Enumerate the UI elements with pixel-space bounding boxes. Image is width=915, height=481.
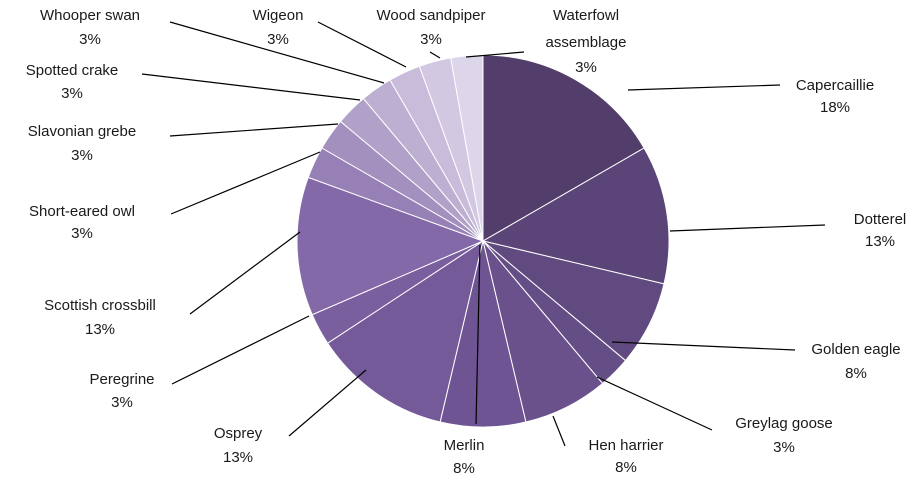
slices-layer bbox=[296, 54, 670, 428]
slice-label-capercaillie: Capercaillie bbox=[796, 77, 874, 94]
slice-label-greylag-goose: Greylag goose bbox=[735, 415, 833, 432]
leader-line-osprey bbox=[288, 369, 367, 437]
slice-percent-hen-harrier: 8% bbox=[615, 459, 637, 476]
slice-percent-wood-sandpiper: 3% bbox=[420, 31, 442, 48]
leader-line-scottish-crossbill bbox=[189, 231, 301, 315]
leader-line-golden-eagle bbox=[611, 341, 796, 351]
leader-line-whooper-swan bbox=[169, 21, 385, 84]
slice-label-scottish-crossbill: Scottish crossbill bbox=[44, 297, 156, 314]
slice-label-golden-eagle: Golden eagle bbox=[811, 341, 900, 358]
slice-label-osprey: Osprey bbox=[214, 425, 263, 442]
slice-percent-merlin: 8% bbox=[453, 460, 475, 477]
slice-percent-spotted-crake: 3% bbox=[61, 85, 83, 102]
slice-label-slavonian-grebe: Slavonian grebe bbox=[28, 123, 136, 140]
pie-slice-osprey bbox=[326, 239, 484, 423]
labels-layer: Capercaillie 18% Dotterel 13% Golden eagle 8%… bbox=[26, 7, 907, 477]
leader-line-hen-harrier bbox=[552, 415, 566, 447]
leader-line-peregrine bbox=[171, 315, 310, 385]
slice-percent-whooper-swan: 3% bbox=[79, 31, 101, 48]
slice-label-waterfowl-assemblage-line1: Waterfowl bbox=[553, 7, 619, 24]
slice-label-dotterel: Dotterel bbox=[854, 211, 907, 228]
slice-label-short-eared-owl: Short-eared owl bbox=[29, 203, 135, 220]
slice-percent-wigeon: 3% bbox=[267, 31, 289, 48]
leader-line-dotterel bbox=[669, 224, 826, 232]
slice-percent-greylag-goose: 3% bbox=[773, 439, 795, 456]
pie-slice-scottish-crossbill bbox=[296, 176, 485, 316]
slice-percent-dotterel: 13% bbox=[865, 233, 895, 250]
slice-percent-golden-eagle: 8% bbox=[845, 365, 867, 382]
slice-percent-waterfowl-assemblage: 3% bbox=[575, 59, 597, 76]
slice-percent-capercaillie: 18% bbox=[820, 99, 850, 116]
leader-line-spotted-crake bbox=[141, 73, 361, 101]
slice-label-whooper-swan: Whooper swan bbox=[40, 7, 140, 24]
leader-line-greylag-goose bbox=[596, 376, 713, 431]
slice-label-merlin: Merlin bbox=[444, 437, 485, 454]
leader-lines-layer bbox=[141, 21, 826, 447]
slice-percent-osprey: 13% bbox=[223, 449, 253, 466]
leader-line-waterfowl-assemblage bbox=[465, 51, 525, 58]
slice-label-wood-sandpiper: Wood sandpiper bbox=[377, 7, 486, 24]
leader-line-slavonian-grebe bbox=[169, 123, 339, 137]
leader-line-wood-sandpiper bbox=[429, 51, 441, 59]
leader-line-wigeon bbox=[317, 21, 407, 68]
slice-label-hen-harrier: Hen harrier bbox=[588, 437, 663, 454]
leader-line-short-eared-owl bbox=[170, 151, 321, 215]
slice-percent-short-eared-owl: 3% bbox=[71, 225, 93, 242]
slice-percent-peregrine: 3% bbox=[111, 394, 133, 411]
slice-percent-slavonian-grebe: 3% bbox=[71, 147, 93, 164]
slice-label-spotted-crake: Spotted crake bbox=[26, 62, 119, 79]
leader-line-capercaillie bbox=[627, 84, 781, 91]
slice-label-wigeon: Wigeon bbox=[253, 7, 304, 24]
pie-slice-dotterel bbox=[481, 147, 670, 285]
slice-label-peregrine: Peregrine bbox=[89, 371, 154, 388]
leader-line-merlin bbox=[475, 244, 481, 425]
slice-label-waterfowl-assemblage-line2: assemblage bbox=[546, 34, 627, 51]
pie-slice-capercaillie bbox=[482, 54, 645, 242]
slice-percent-scottish-crossbill: 13% bbox=[85, 321, 115, 338]
